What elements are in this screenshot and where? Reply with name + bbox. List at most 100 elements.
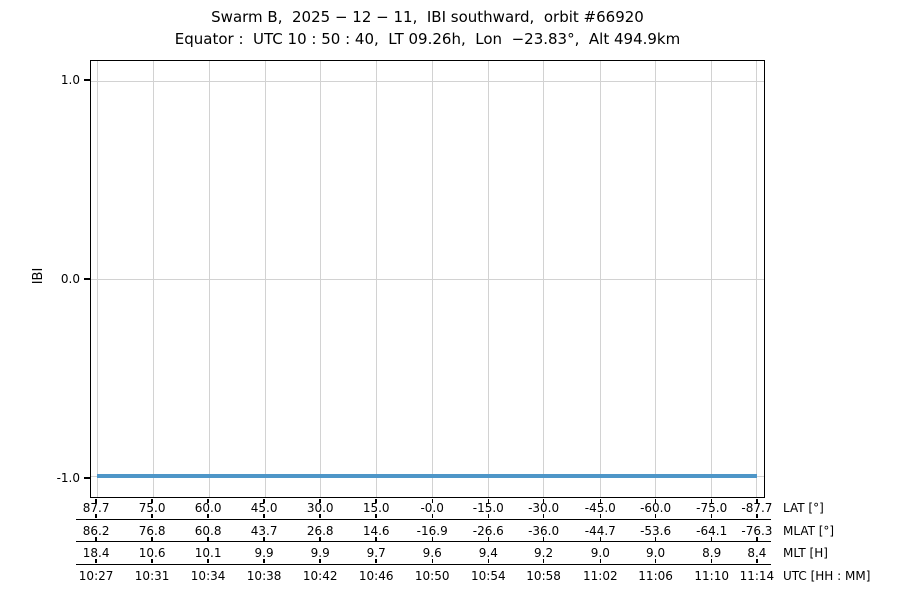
x-tick-label: 11:06	[638, 568, 673, 583]
x-tick-label: 15.0	[362, 501, 390, 515]
x-tick-label: 11:14	[739, 568, 775, 583]
chart-subtitle: Equator : UTC 10 : 50 : 40, LT 09.26h, L…	[174, 30, 681, 48]
x-tick-mark	[263, 536, 265, 541]
x-tick-label: 45.0	[250, 501, 278, 515]
x-tick-mark	[95, 536, 97, 541]
y-tick-mark	[83, 78, 90, 81]
x-tick-mark	[319, 559, 321, 564]
x-tick-label: 8.9	[702, 546, 722, 560]
x-tick-mark	[375, 536, 377, 541]
x-tick-mark	[756, 498, 758, 503]
x-tick-label: 11:10	[694, 568, 729, 583]
x-tick-label: 9.0	[590, 546, 610, 560]
x-tick-label: 10.6	[138, 546, 166, 560]
x-tick-mark	[654, 536, 657, 541]
x-tick-label: 10:34	[190, 568, 226, 583]
axis-unit-label: UTC [HH : MM]	[783, 568, 871, 583]
x-tick-label: -16.9	[416, 523, 448, 538]
x-tick-mark	[599, 514, 601, 519]
axis-unit-label: LAT [°]	[783, 501, 824, 515]
y-tick-label: -1.0	[56, 471, 80, 486]
ibi-line	[97, 474, 758, 479]
x-tick-mark	[756, 559, 758, 564]
x-tick-label: 86.2	[82, 523, 110, 538]
x-tick-mark	[263, 559, 265, 564]
x-tick-label: 9.9	[254, 546, 274, 560]
x-tick-mark	[654, 498, 657, 503]
x-tick-mark	[710, 536, 713, 541]
x-tick-mark	[542, 514, 545, 519]
x-tick-label: 9.6	[422, 546, 442, 560]
x-tick-label: 10:50	[414, 568, 450, 583]
x-tick-mark	[756, 536, 758, 541]
horizontal-gridline	[91, 278, 764, 280]
x-tick-label: -45.0	[584, 501, 616, 515]
x-tick-label: 10:38	[246, 568, 282, 583]
axis-unit-label: MLAT [°]	[783, 523, 835, 538]
x-tick-label: -0.0	[420, 501, 444, 515]
x-tick-mark	[599, 559, 601, 564]
x-tick-mark	[95, 514, 97, 519]
x-tick-label: 18.4	[82, 546, 110, 560]
x-tick-mark	[431, 559, 433, 564]
x-tick-mark	[654, 514, 657, 519]
x-tick-label: -30.0	[528, 501, 560, 515]
x-tick-label: 10:54	[471, 568, 506, 583]
x-tick-label: 11:02	[583, 568, 618, 583]
horizontal-gridline	[91, 80, 764, 82]
x-tick-mark	[487, 559, 489, 564]
x-tick-mark	[151, 498, 153, 503]
x-tick-mark	[207, 514, 209, 519]
x-tick-mark	[710, 514, 713, 519]
axis-spine	[76, 541, 771, 543]
x-tick-mark	[542, 498, 545, 503]
x-tick-mark	[375, 514, 377, 519]
x-tick-label: 10:46	[358, 568, 394, 583]
x-tick-mark	[431, 498, 433, 503]
y-tick-mark	[83, 278, 90, 280]
x-tick-mark	[151, 536, 153, 541]
x-tick-label: 8.4	[747, 546, 767, 560]
x-tick-mark	[599, 536, 601, 541]
y-tick-mark	[83, 477, 90, 480]
x-tick-mark	[542, 536, 545, 541]
x-tick-label: 10.1	[194, 546, 222, 560]
x-tick-label: 60.8	[194, 523, 222, 538]
x-tick-label: -75.0	[696, 501, 728, 515]
chart-title: Swarm B, 2025 − 12 − 11, IBI southward, …	[211, 8, 644, 26]
x-tick-mark	[151, 559, 153, 564]
x-tick-mark	[207, 498, 209, 503]
x-tick-label: 26.8	[306, 523, 334, 538]
x-tick-mark	[431, 536, 433, 541]
x-tick-mark	[710, 559, 713, 564]
x-tick-mark	[487, 514, 489, 519]
x-tick-mark	[95, 559, 97, 564]
x-tick-label: 87.7	[82, 501, 110, 515]
x-tick-mark	[487, 498, 489, 503]
x-tick-mark	[375, 559, 377, 564]
x-tick-mark	[207, 559, 209, 564]
x-tick-mark	[599, 498, 601, 503]
y-tick-label: 0.0	[60, 272, 80, 286]
x-tick-mark	[319, 514, 321, 519]
x-tick-mark	[542, 559, 545, 564]
x-tick-mark	[487, 536, 489, 541]
x-tick-label: 10:42	[302, 568, 338, 583]
x-tick-label: 76.8	[138, 523, 166, 538]
x-tick-label: 43.7	[250, 523, 278, 538]
x-tick-label: -44.7	[584, 523, 616, 538]
x-tick-label: -36.0	[528, 523, 560, 538]
x-tick-mark	[756, 514, 758, 519]
x-tick-mark	[319, 536, 321, 541]
x-tick-label: -87.7	[741, 501, 773, 515]
x-tick-mark	[95, 498, 97, 503]
x-tick-label: -26.6	[472, 523, 504, 538]
x-tick-label: 9.2	[534, 546, 554, 560]
x-tick-label: -64.1	[696, 523, 728, 538]
x-tick-mark	[710, 498, 713, 503]
x-tick-label: 9.7	[366, 546, 386, 560]
x-tick-mark	[431, 514, 433, 519]
x-tick-label: 10:27	[78, 568, 114, 583]
x-tick-label: 30.0	[306, 501, 334, 515]
